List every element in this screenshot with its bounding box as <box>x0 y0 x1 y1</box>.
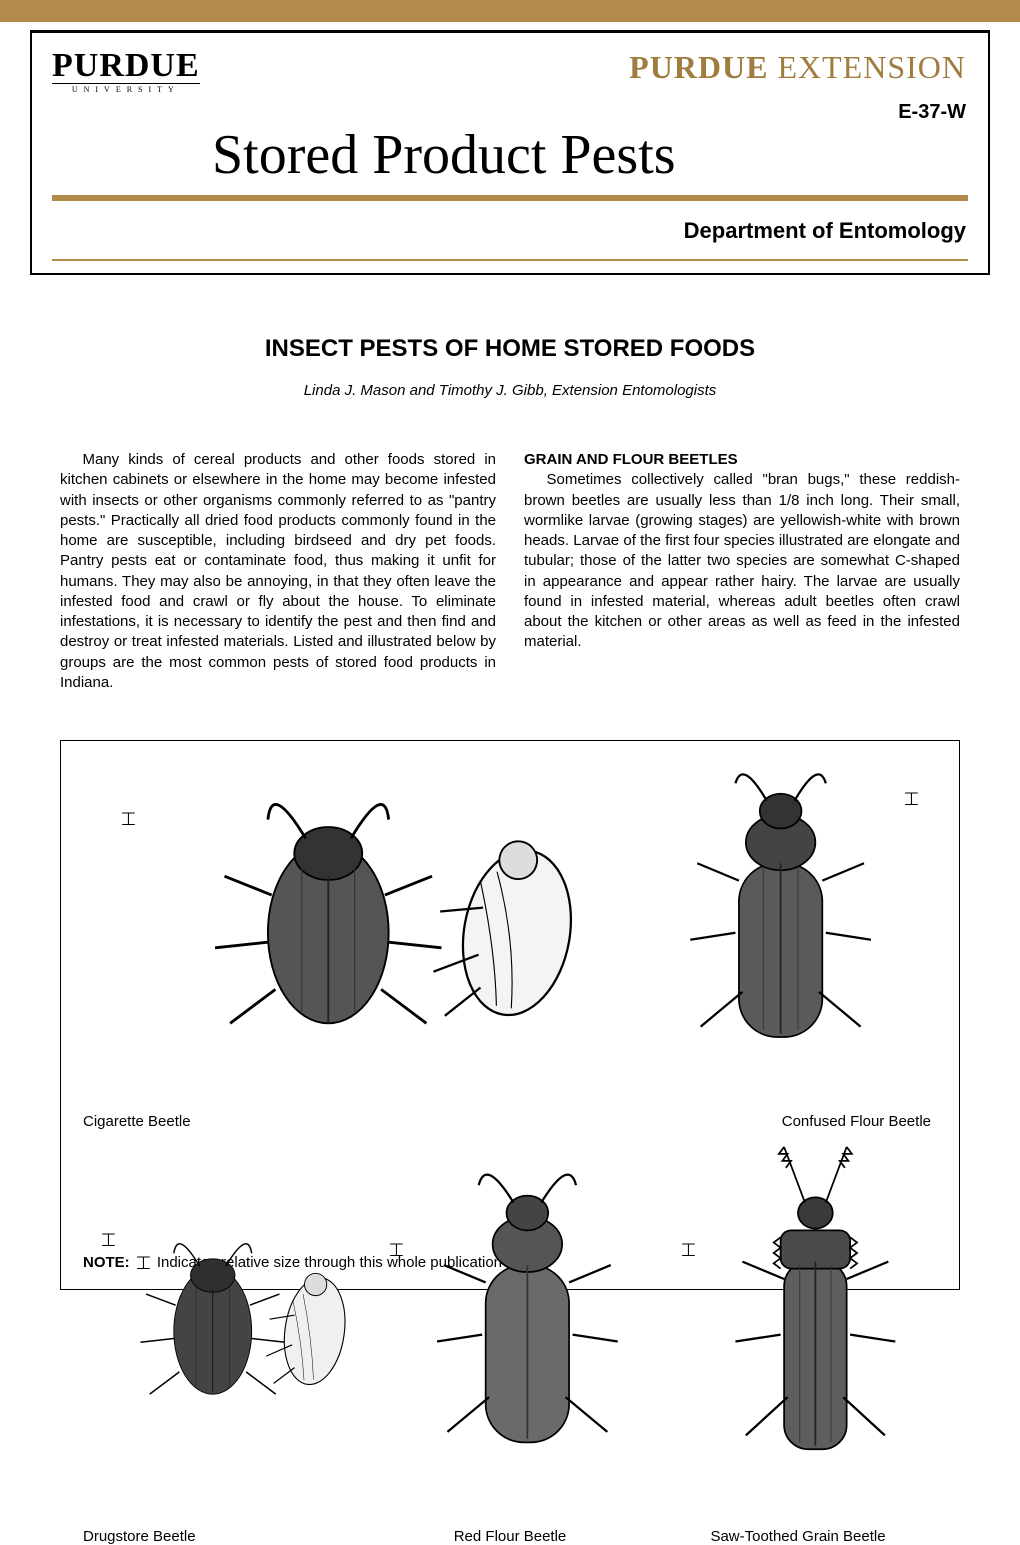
beetles-paragraph: Sometimes collectively called "bran bugs… <box>524 470 960 652</box>
size-mark-icon: ⌶ <box>681 1240 696 1261</box>
document-title: Stored Product Pests <box>212 123 676 187</box>
gold-rule-thin <box>52 259 968 261</box>
article-byline: Linda J. Mason and Timothy J. Gibb, Exte… <box>0 382 1020 399</box>
size-mark-icon: ⌶ <box>389 1240 404 1261</box>
size-mark-icon: ⌶ <box>904 789 919 810</box>
beetle-label: Red Flour Beetle <box>454 1528 567 1545</box>
logo-text-bottom: UNIVERSITY <box>52 83 200 94</box>
article-title: INSECT PESTS OF HOME STORED FOODS <box>0 335 1020 363</box>
beetle-cell-red-flour: ⌶ Red Flour Beetle <box>371 1140 649 1545</box>
column-right: GRAIN AND FLOUR BEETLES Sometimes collec… <box>524 450 960 693</box>
gold-top-bar <box>0 0 1020 22</box>
body-columns: Many kinds of cereal products and other … <box>60 450 960 693</box>
beetle-cell-drugstore: ⌶ <box>83 1140 361 1545</box>
section-heading-beetles: GRAIN AND FLOUR BEETLES <box>524 450 960 470</box>
beetle-label: Saw-Toothed Grain Beetle <box>710 1528 885 1545</box>
purdue-logo: PURDUE UNIVERSITY <box>52 47 200 94</box>
logo-text-top: PURDUE <box>52 47 200 85</box>
red-flour-beetle-illustration <box>371 1140 649 1522</box>
extension-heading: PURDUE EXTENSION <box>629 49 966 86</box>
extension-bold: PURDUE <box>629 49 768 85</box>
column-left: Many kinds of cereal products and other … <box>60 450 496 693</box>
publication-code: E-37-W <box>898 101 966 124</box>
size-mark-icon: ⌶ <box>136 1253 151 1274</box>
sawtoothed-beetle-illustration <box>659 1140 937 1522</box>
beetle-figure-box: ⌶ <box>60 740 960 1290</box>
beetle-cell-sawtoothed: ⌶ Saw-Toothed Grain Beetle <box>659 1140 937 1545</box>
beetle-cell-confused-flour: ⌶ Confused Flour Beetle <box>659 759 937 1130</box>
department-name: Department of Entomology <box>684 218 966 244</box>
cigarette-beetle-illustration <box>83 759 649 1107</box>
confused-flour-beetle-illustration <box>659 759 937 1107</box>
beetle-label: Cigarette Beetle <box>83 1113 191 1130</box>
extension-light: EXTENSION <box>768 49 966 85</box>
gold-rule-thick <box>52 195 968 201</box>
header-block: PURDUE UNIVERSITY PURDUE EXTENSION E-37-… <box>30 30 990 275</box>
size-mark-icon: ⌶ <box>121 809 136 830</box>
intro-paragraph: Many kinds of cereal products and other … <box>60 450 496 693</box>
beetle-label: Confused Flour Beetle <box>782 1113 931 1130</box>
beetle-grid: ⌶ <box>83 759 937 1245</box>
beetle-label: Drugstore Beetle <box>83 1528 196 1545</box>
size-mark-icon: ⌶ <box>101 1230 116 1251</box>
beetle-cell-cigarette: ⌶ <box>83 759 649 1130</box>
drugstore-beetle-illustration <box>83 1140 361 1522</box>
